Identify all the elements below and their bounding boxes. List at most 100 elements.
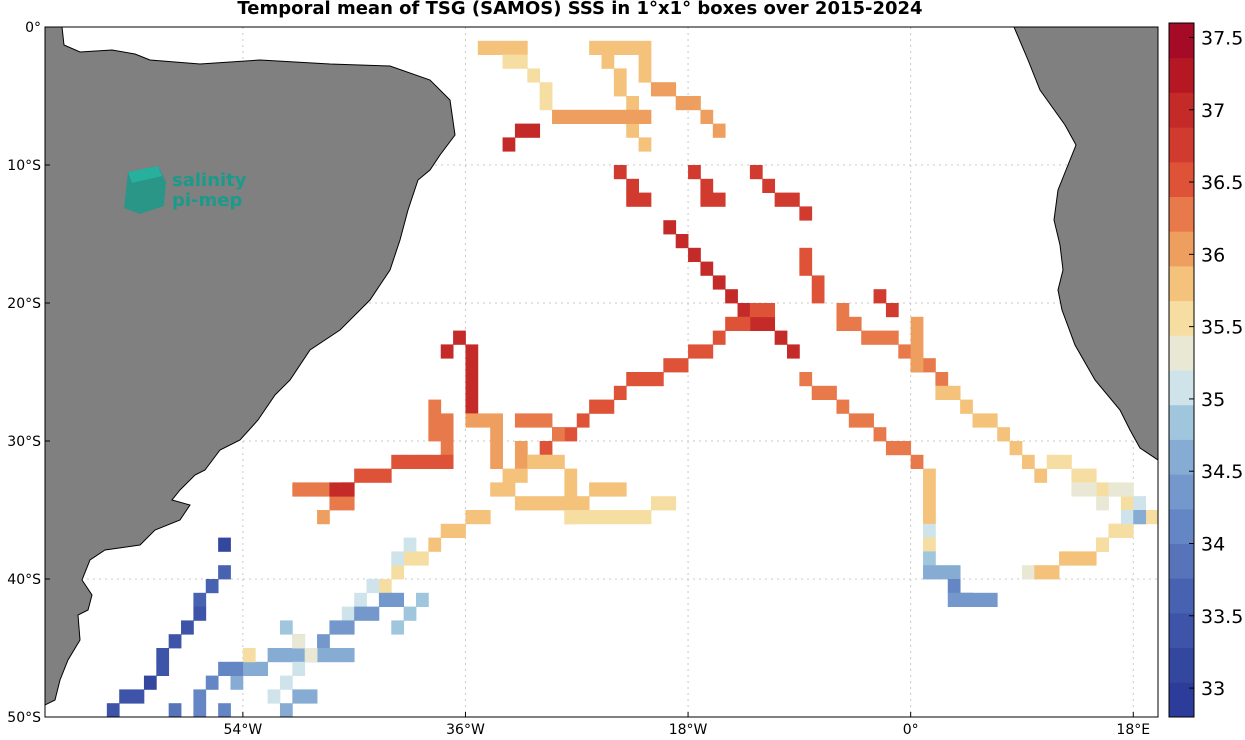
colorbar-segment <box>1169 404 1194 440</box>
sss-cell <box>799 206 813 221</box>
sss-cell <box>205 675 219 690</box>
colorbar-frame <box>1168 22 1195 718</box>
sss-cell <box>440 427 454 442</box>
sss-cell <box>626 123 639 138</box>
sss-cell <box>329 482 343 497</box>
sss-cell <box>527 413 541 428</box>
sss-cell <box>193 592 207 607</box>
sss-cell <box>465 358 479 373</box>
sss-cell <box>923 510 936 525</box>
sss-cell <box>960 399 973 414</box>
sss-cell <box>947 579 961 594</box>
sss-cell <box>787 344 800 359</box>
sss-cell <box>539 441 553 456</box>
sss-cell <box>527 123 541 138</box>
sss-cell <box>836 316 850 331</box>
sss-cell <box>502 482 516 497</box>
sss-cell <box>1108 523 1122 538</box>
sss-cell <box>688 247 701 262</box>
sss-cell <box>428 454 442 469</box>
colorbar-segment <box>1169 508 1194 544</box>
sss-cell <box>304 482 318 497</box>
sss-cell <box>391 565 405 580</box>
sss-cell <box>601 482 615 497</box>
sss-cell <box>650 372 664 387</box>
sss-cell <box>403 454 417 469</box>
colorbar-segment <box>1169 682 1194 718</box>
sss-cell <box>700 261 714 276</box>
sss-cell <box>923 523 936 538</box>
sss-cell <box>700 109 714 124</box>
sss-cell <box>873 289 887 304</box>
colorbar-segment <box>1169 578 1194 614</box>
sss-cell <box>1071 482 1085 497</box>
sss-cell <box>1034 468 1048 483</box>
sss-cell <box>725 289 738 304</box>
sss-cell <box>712 330 726 345</box>
sss-cell <box>490 427 503 442</box>
sss-cell <box>391 620 405 635</box>
sss-cell <box>428 537 442 552</box>
sss-cell <box>366 606 380 621</box>
sss-cell <box>193 606 207 621</box>
sss-cell <box>885 303 899 318</box>
sss-cell <box>279 703 293 717</box>
sss-cell <box>984 592 998 607</box>
sss-cell <box>774 192 788 207</box>
sss-cell <box>1034 565 1048 580</box>
sss-cell <box>1133 510 1147 525</box>
sss-cell <box>576 496 590 511</box>
sss-cell <box>576 413 590 428</box>
sss-cell <box>787 192 800 207</box>
sss-cell <box>613 482 627 497</box>
sss-cell <box>564 468 578 483</box>
sss-cell <box>688 96 701 111</box>
sss-cell <box>799 372 813 387</box>
sss-cell <box>589 482 602 497</box>
sss-cell <box>193 703 207 717</box>
sss-cell <box>626 510 639 525</box>
sss-cell <box>1083 482 1097 497</box>
sss-cell <box>700 344 714 359</box>
sss-cell <box>292 482 306 497</box>
sss-cell <box>650 82 664 97</box>
sss-cell <box>910 344 924 359</box>
colorbar-tick-label: 35.5 <box>1201 317 1243 339</box>
sss-cell <box>737 303 751 318</box>
sss-cell <box>923 482 936 497</box>
sss-cell <box>885 330 899 345</box>
sss-cell <box>539 496 553 511</box>
sss-cell <box>613 510 627 525</box>
sss-cell <box>626 109 639 124</box>
sss-cell <box>539 413 553 428</box>
sss-cell <box>391 454 405 469</box>
sss-cell <box>898 441 912 456</box>
colorbar-segment <box>1169 161 1194 197</box>
sss-cell <box>514 441 528 456</box>
sss-cell <box>428 399 442 414</box>
map-title: Temporal mean of TSG (SAMOS) SSS in 1°x1… <box>237 0 923 19</box>
sss-cell <box>910 358 924 373</box>
sss-cell <box>638 40 652 55</box>
sss-cell <box>514 454 528 469</box>
sss-cell <box>589 399 602 414</box>
sss-cell <box>230 661 244 676</box>
sss-cell <box>218 661 231 676</box>
sss-cell <box>181 717 194 731</box>
sss-cell <box>1071 468 1085 483</box>
sss-cell <box>539 96 553 111</box>
sss-cell <box>366 579 380 594</box>
sss-cell <box>119 689 132 704</box>
colorbar-tick-label: 33.5 <box>1201 606 1243 628</box>
sss-cell <box>292 648 306 663</box>
sss-cell <box>836 399 850 414</box>
sss-cell <box>935 372 949 387</box>
colorbar-tick-label: 34.5 <box>1201 461 1243 483</box>
lon-tick-label: 54°W <box>224 722 263 738</box>
sss-cell <box>354 468 367 483</box>
sss-cell <box>564 427 578 442</box>
sss-cell <box>638 137 652 152</box>
colorbar-segment <box>1169 23 1194 59</box>
sss-cell <box>613 385 627 400</box>
sss-cell <box>824 385 837 400</box>
